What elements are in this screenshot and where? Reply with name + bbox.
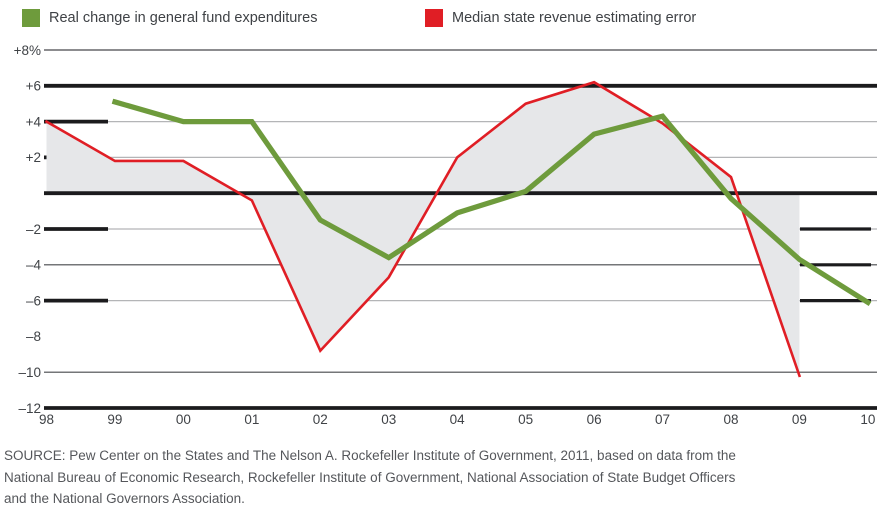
y-axis-label: +6 <box>26 79 41 94</box>
legend-label-revenue-error: Median state revenue estimating error <box>452 10 697 26</box>
x-axis-label: 01 <box>244 412 259 427</box>
x-axis-label: 03 <box>381 412 396 427</box>
x-axis-label: 05 <box>518 412 533 427</box>
x-axis-label: 02 <box>313 412 328 427</box>
x-axis-label: 04 <box>450 412 466 427</box>
y-axis-label: +8% <box>14 43 41 58</box>
x-axis-label: 00 <box>176 412 191 427</box>
x-axis-label: 09 <box>792 412 807 427</box>
y-axis-label: –6 <box>26 293 41 308</box>
revenue-error-fill <box>46 82 800 376</box>
x-axis-label: 08 <box>723 412 738 427</box>
y-axis-label: –8 <box>26 329 41 344</box>
source-line: National Bureau of Economic Research, Ro… <box>4 469 736 485</box>
source-line: and the National Governors Association. <box>4 491 245 506</box>
source-line: SOURCE: Pew Center on the States and The… <box>4 448 736 463</box>
legend-item-expenditures: Real change in general fund expenditures <box>22 8 317 28</box>
y-axis-label: +2 <box>26 150 41 165</box>
green-swatch-icon <box>22 9 40 27</box>
y-axis-label: –10 <box>18 365 41 380</box>
x-axis-label: 10 <box>860 412 875 427</box>
x-axis-label: 06 <box>587 412 602 427</box>
source-note: SOURCE: Pew Center on the States and The… <box>4 445 880 507</box>
legend-label-expenditures: Real change in general fund expenditures <box>49 10 318 26</box>
x-axis-label: 07 <box>655 412 670 427</box>
expenditures-line <box>111 98 872 306</box>
y-axis-label: –2 <box>26 222 41 237</box>
y-axis-label: +4 <box>26 114 42 129</box>
y-axis-label: –12 <box>18 401 41 416</box>
x-axis-label: 98 <box>39 412 54 427</box>
y-axis-label: –4 <box>26 258 42 273</box>
legend-item-revenue-error: Median state revenue estimating error <box>425 8 696 28</box>
x-axis-label: 99 <box>107 412 122 427</box>
red-swatch-icon <box>425 9 443 27</box>
